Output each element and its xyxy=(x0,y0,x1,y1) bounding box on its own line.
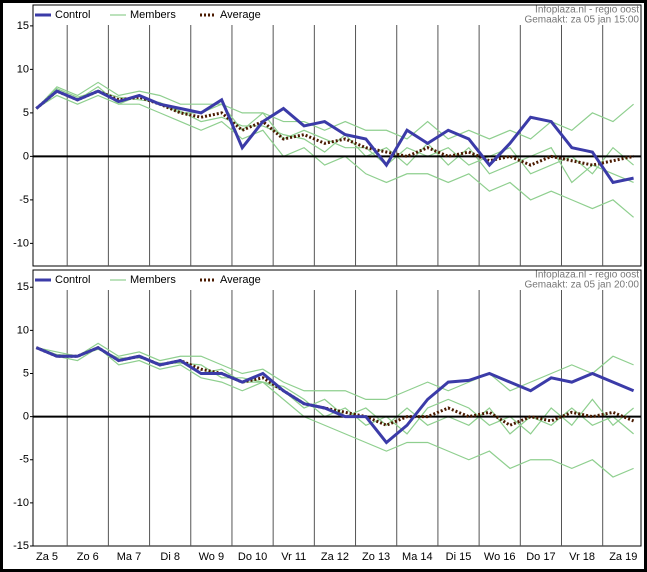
y-tick-label: -10 xyxy=(13,237,29,249)
x-tick-label: Zo 13 xyxy=(362,551,390,563)
x-tick-label: Di 15 xyxy=(446,551,472,563)
x-tick-label: Ma 14 xyxy=(402,551,433,563)
member-line xyxy=(35,94,634,218)
member-line xyxy=(36,342,634,400)
y-tick-label: 15 xyxy=(17,281,29,293)
legend-label: Members xyxy=(130,9,176,21)
x-tick-label: Vr 11 xyxy=(281,551,306,563)
plot-area xyxy=(32,4,642,267)
x-tick-label: Ma 7 xyxy=(117,551,141,563)
x-tick-label: Za 5 xyxy=(36,551,58,563)
member-line xyxy=(35,81,634,140)
legend-label: Average xyxy=(220,9,261,21)
series-group xyxy=(33,81,641,218)
x-tick-label: Zo 6 xyxy=(77,551,99,563)
y-tick-label: 10 xyxy=(17,63,29,75)
plot-area xyxy=(32,269,642,547)
y-tick-label: 15 xyxy=(17,20,29,32)
x-tick-label: Wo 9 xyxy=(199,551,224,563)
legend-label: Control xyxy=(55,9,90,21)
made-label: Gemaakt: za 05 jan 15:00 xyxy=(524,15,639,26)
member-line xyxy=(36,346,634,478)
y-tick-label: -15 xyxy=(13,540,29,552)
average-line xyxy=(35,89,634,167)
y-tick-label: -10 xyxy=(13,497,29,509)
y-tick-label: 5 xyxy=(23,367,29,379)
legend-label: Control xyxy=(55,274,90,286)
y-tick-label: 0 xyxy=(23,150,29,162)
member-line xyxy=(35,87,634,184)
x-tick-label: Do 17 xyxy=(526,551,555,563)
x-tick-label: Za 12 xyxy=(321,551,349,563)
x-tick-label: Wo 16 xyxy=(484,551,516,563)
x-tick-label: Vr 18 xyxy=(569,551,595,563)
y-tick-label: -5 xyxy=(19,454,29,466)
legend-band xyxy=(34,6,640,24)
source-label: Infoplaza.nl - regio oost xyxy=(535,5,639,16)
control-line xyxy=(35,345,635,445)
x-tick-label: Do 10 xyxy=(238,551,267,563)
legend-label: Members xyxy=(130,274,176,286)
y-tick-label: 10 xyxy=(17,324,29,336)
legend-label: Average xyxy=(220,274,261,286)
y-tick-label: -5 xyxy=(19,194,29,206)
y-tick-label: 0 xyxy=(23,411,29,423)
made-label: Gemaakt: za 05 jan 20:00 xyxy=(524,280,639,291)
control-line xyxy=(35,89,634,185)
average-line xyxy=(35,345,635,427)
x-tick-label: Di 8 xyxy=(160,551,180,563)
legend-band xyxy=(34,271,640,289)
y-tick-label: 5 xyxy=(23,107,29,119)
series-group xyxy=(33,342,641,478)
source-label: Infoplaza.nl - regio oost xyxy=(535,270,639,281)
x-tick-label: Za 19 xyxy=(609,551,637,563)
